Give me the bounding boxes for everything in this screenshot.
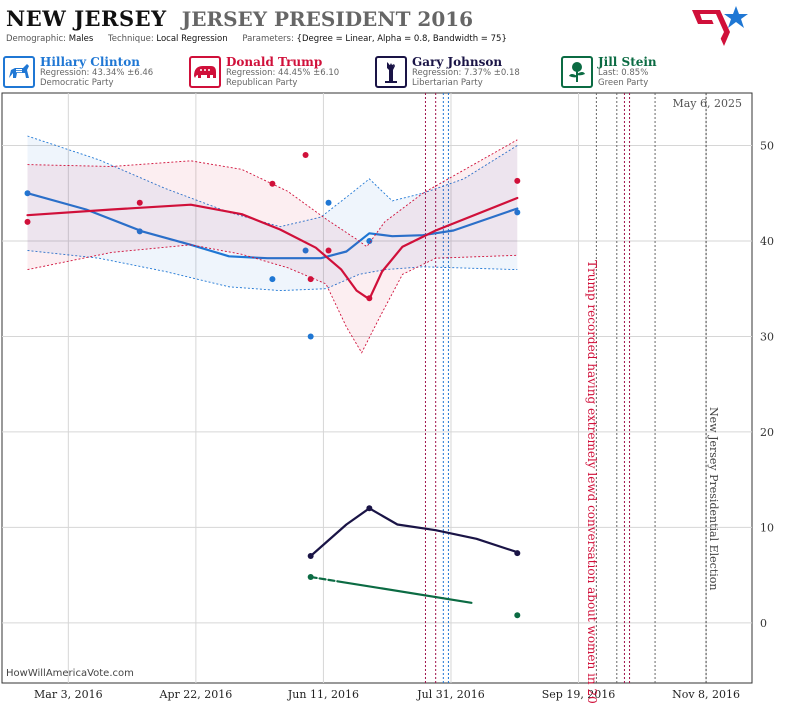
data-point	[269, 180, 276, 187]
data-point	[302, 152, 309, 159]
param-key-parameters: Parameters:	[242, 34, 294, 44]
param-key-demographic: Demographic:	[6, 34, 67, 44]
state-name: NEW JERSEY	[6, 6, 167, 31]
x-tick-label: Mar 3, 2016	[34, 688, 103, 701]
candidate-name: Donald Trump	[226, 55, 323, 69]
candidate-regression: Regression: 44.45% ±6.10	[226, 68, 340, 78]
candidate-regression: Regression: 43.34% ±6.46	[40, 68, 154, 78]
event-annotation: Trump recorded having extremely lewd con…	[585, 260, 599, 704]
y-tick-label: 40	[760, 235, 774, 248]
data-point	[307, 276, 314, 283]
candidate-card-clinton[interactable]: Hillary Clinton Regression: 43.34% ±6.46…	[2, 55, 188, 91]
candidate-party: Green Party	[598, 78, 649, 88]
y-tick-label: 20	[760, 426, 774, 439]
data-point	[325, 247, 332, 254]
param-value-demographic: Males	[68, 34, 94, 44]
data-point	[514, 177, 521, 184]
y-tick-label: 0	[760, 617, 767, 630]
data-point	[366, 295, 373, 302]
site-logo-icon	[692, 6, 748, 46]
liberty-statue-icon	[375, 56, 407, 88]
candidate-card-stein[interactable]: Jill Stein Last: 0.85% Green Party	[560, 55, 746, 91]
y-tick-label: 10	[760, 521, 774, 534]
data-point	[514, 550, 521, 557]
rose-icon	[561, 56, 593, 88]
data-point	[514, 209, 521, 216]
candidate-name: Jill Stein	[598, 55, 657, 69]
candidate-card-trump[interactable]: Donald Trump Regression: 44.45% ±6.10 Re…	[188, 55, 374, 91]
donkey-icon	[3, 56, 35, 88]
lower-bound-line	[27, 250, 518, 292]
trend-line	[309, 507, 519, 558]
race-name: JERSEY PRESIDENT 2016	[181, 7, 474, 31]
confidence-band	[27, 139, 518, 353]
param-value-technique: Local Regression	[156, 34, 228, 44]
data-point	[307, 553, 314, 560]
x-tick-label: Apr 22, 2016	[159, 688, 233, 701]
series-group	[24, 139, 521, 354]
parameters-bar: Demographic: Males Technique: Local Regr…	[6, 34, 519, 44]
series-group	[307, 574, 521, 619]
x-tick-label: Nov 8, 2016	[672, 688, 740, 701]
confidence-band	[27, 136, 518, 291]
data-point	[269, 276, 276, 283]
trend-line	[26, 196, 519, 301]
series-group	[307, 505, 521, 560]
candidate-party: Republican Party	[226, 78, 298, 88]
data-point	[136, 199, 143, 206]
param-value-parameters: {Degree = Linear, Alpha = 0.8, Bandwidth…	[296, 34, 507, 44]
candidate-party: Democratic Party	[40, 78, 114, 88]
data-point	[24, 218, 31, 225]
y-tick-label: 30	[760, 330, 774, 343]
candidate-last: Last: 0.85%	[598, 68, 649, 78]
data-point	[366, 505, 373, 512]
candidate-regression: Regression: 7.37% ±0.18	[412, 68, 520, 78]
x-tick-label: Jul 31, 2016	[416, 688, 485, 701]
elephant-icon	[189, 56, 221, 88]
x-tick-label: Jun 11, 2016	[287, 688, 359, 701]
event-label: New Jersey Presidential Election	[707, 407, 720, 590]
data-point	[302, 247, 309, 254]
page-title: NEW JERSEY JERSEY PRESIDENT 2016	[6, 6, 473, 34]
candidate-name: Hillary Clinton	[40, 55, 140, 69]
y-tick-label: 50	[760, 140, 774, 153]
data-point	[366, 237, 373, 244]
site-footer: HowWillAmericaVote.com	[6, 668, 134, 679]
plot-frame	[1, 92, 753, 684]
date-stamp: May 6, 2025	[672, 97, 742, 110]
candidate-name: Gary Johnson	[412, 55, 503, 69]
data-point	[136, 228, 143, 235]
x-tick-label: Sep 19, 2016	[542, 688, 616, 701]
series-group	[24, 135, 521, 340]
data-point	[307, 574, 314, 581]
candidate-card-johnson[interactable]: Gary Johnson Regression: 7.37% ±0.18 Lib…	[374, 55, 560, 91]
candidate-party: Libertarian Party	[412, 78, 483, 88]
data-point	[514, 612, 521, 619]
upper-bound-line	[27, 139, 518, 248]
param-key-technique: Technique:	[108, 34, 154, 44]
lower-bound-line	[27, 244, 518, 354]
data-point	[325, 199, 332, 206]
trend-line	[309, 575, 473, 604]
data-point	[307, 333, 314, 340]
data-point	[24, 190, 31, 197]
